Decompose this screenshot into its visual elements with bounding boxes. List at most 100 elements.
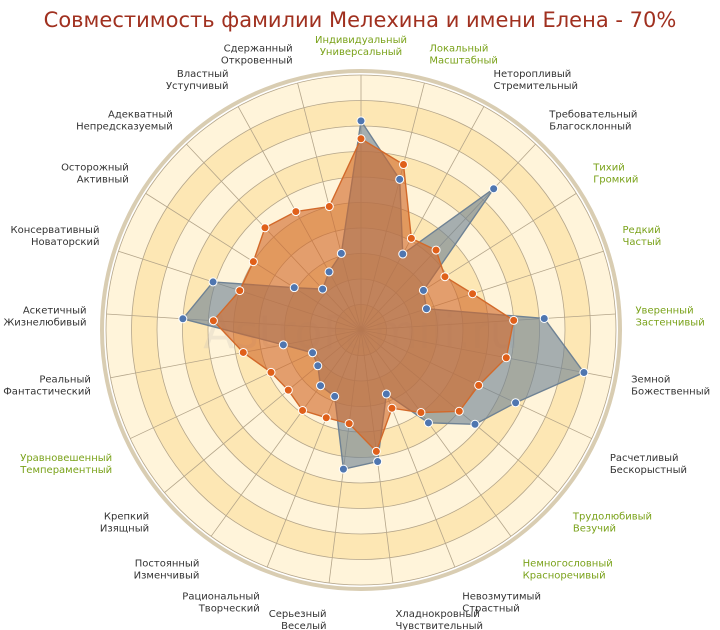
radar-rim — [100, 69, 622, 591]
axis-label-bottom: Уступчивый — [166, 81, 229, 92]
series-1-point — [539, 313, 549, 323]
axis-label-bottom: Благосклонный — [549, 122, 631, 133]
axis-label-top: Постоянный — [135, 558, 200, 569]
series-2-point — [235, 286, 245, 296]
chart-title: Совместимость фамилии Мелехина и имени Е… — [43, 8, 677, 32]
series-1-point — [316, 381, 326, 391]
axis-label-top: Трудолюбивый — [572, 511, 652, 522]
series-2-point — [398, 160, 408, 170]
series-2-point — [440, 272, 450, 282]
series-1-point — [336, 248, 346, 258]
axis-label-bottom: Откровенный — [221, 56, 293, 67]
series-2-point — [474, 380, 484, 390]
series-1-point — [330, 391, 340, 401]
series-1-point — [324, 267, 334, 277]
axis-label-top: Уверенный — [635, 306, 693, 317]
series-2-point — [416, 408, 426, 418]
axis-label-bottom: Божественный — [631, 387, 710, 398]
series-2-point — [298, 405, 308, 415]
series-2-point — [371, 446, 381, 456]
series-1-point — [489, 184, 499, 194]
axis-label-bottom: Частый — [623, 237, 662, 248]
series-1-point — [289, 283, 299, 293]
axis-label-top: Расчетливый — [610, 453, 679, 464]
series-1-point — [308, 348, 318, 358]
axis-label-bottom: Громкий — [593, 175, 638, 186]
series-2-point — [406, 233, 416, 243]
axis-label-bottom: Страстный — [462, 604, 520, 615]
axis-label-top: Консервативный — [11, 225, 100, 236]
series-2-point — [431, 245, 441, 255]
series-1-point — [373, 457, 383, 467]
axis-label-bottom: Темпераментный — [19, 465, 112, 476]
series-1-point — [395, 174, 405, 184]
axis-label-top: Сдержанный — [224, 44, 293, 55]
axis-label-bottom: Универсальный — [320, 47, 402, 58]
series-2-point — [321, 413, 331, 423]
series-2-point — [260, 223, 270, 233]
axis-label-bottom: Непредсказуемый — [76, 122, 173, 133]
series-1-point — [178, 314, 188, 324]
series-1-point — [398, 249, 408, 259]
series-1-point — [579, 368, 589, 378]
axis-label-top: Требовательный — [548, 110, 637, 121]
axis-label-top: Невозмутимый — [462, 592, 541, 603]
axis-label-top: Хладнокровный — [395, 609, 479, 620]
axis-label-top: Властный — [177, 69, 229, 80]
series-1-point — [423, 418, 433, 428]
axis-label-top: Адекватный — [108, 110, 173, 121]
series-1-point — [278, 340, 288, 350]
axis-label-bottom: Изменчивый — [134, 570, 200, 581]
series-1-point — [208, 277, 218, 287]
axis-label-top: Реальный — [39, 375, 91, 386]
axis-label-bottom: Застенчивый — [635, 318, 704, 329]
axis-label-top: Серьезный — [269, 609, 327, 620]
axis-label-top: Неторопливый — [493, 69, 571, 80]
axis-label-bottom: Изящный — [100, 523, 149, 534]
axis-label-top: Уравновешенный — [20, 453, 112, 464]
series-1-point — [318, 284, 328, 294]
axis-label-top: Крепкий — [104, 511, 149, 522]
series-2-point — [454, 406, 464, 416]
axis-label-bottom: Новаторский — [31, 237, 100, 248]
axis-label-bottom: Красноречивый — [523, 570, 606, 581]
series-1-point — [418, 285, 428, 295]
series-1-point — [313, 361, 323, 371]
series-1-point — [470, 419, 480, 429]
series-2-point — [509, 315, 519, 325]
axis-label-bottom: Активный — [77, 175, 129, 186]
axis-label-bottom: Творческий — [198, 604, 260, 615]
series-2-point — [344, 419, 354, 429]
axis-label-top: Рациональный — [182, 592, 259, 603]
series-1-point — [338, 464, 348, 474]
axis-label-bottom: Жизнелюбивый — [3, 318, 86, 329]
series-2-point — [324, 202, 334, 212]
axis-label-top: Осторожный — [61, 163, 129, 174]
axis-label-top: Тихий — [592, 163, 625, 174]
series-1-point — [356, 116, 366, 126]
series-2-point — [266, 367, 276, 377]
series-2-point — [356, 134, 366, 144]
axis-label-bottom: Фантастический — [3, 387, 91, 398]
series-2-area — [212, 137, 515, 453]
